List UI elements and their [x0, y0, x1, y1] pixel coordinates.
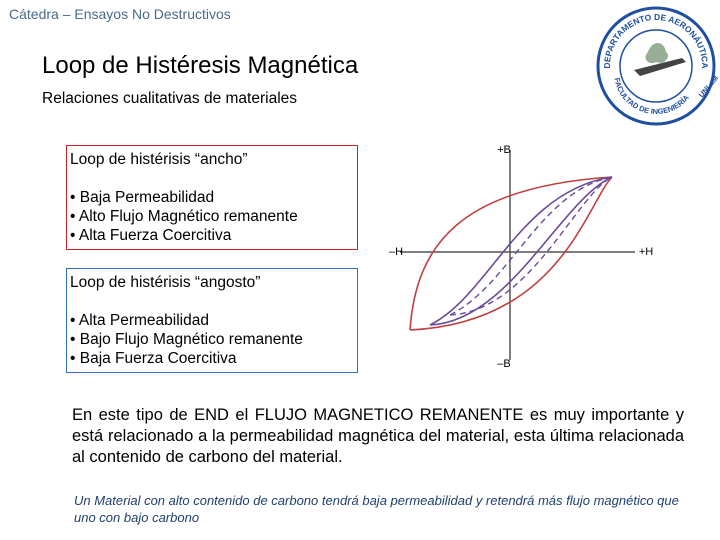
axis-label: –B: [497, 358, 510, 370]
logo-leaf: [645, 43, 669, 64]
box-item: • Alta Permeabilidad: [70, 312, 209, 329]
narrow-loop-dashed: [449, 176, 613, 316]
slide-title: Loop de Histéresis Magnética: [42, 52, 359, 79]
logo: DEPARTAMENTO DE AERONÁUTICA FACULTAD DE …: [596, 6, 720, 126]
wide-loop: [409, 176, 613, 331]
narrow-loop-dashed: [449, 176, 613, 316]
narrow-loop-box: Loop de histérisis “angosto” • Alta Perm…: [66, 268, 358, 373]
hysteresis-diagram: +B –B –H +H: [389, 144, 653, 370]
box-item: • Alta Fuerza Coercitiva: [70, 227, 232, 244]
box-title: Loop de histérisis “ancho”: [70, 151, 248, 168]
course-label: Cátedra – Ensayos No Destructivos: [9, 6, 231, 22]
axis-label: +B: [497, 144, 511, 156]
box-item: • Baja Permeabilidad: [70, 189, 215, 206]
body-note: Un Material con alto contenido de carbon…: [74, 493, 679, 525]
logo-plane: [634, 58, 686, 76]
box-item: • Alto Flujo Magnético remanente: [70, 208, 298, 225]
box-title: Loop de histérisis “angosto”: [70, 274, 261, 291]
narrow-loop: [429, 176, 613, 326]
slide-subtitle: Relaciones cualitativas de materiales: [42, 90, 298, 107]
wide-loop-box: Loop de histérisis “ancho” • Baja Permea…: [66, 145, 358, 250]
box-item: • Bajo Flujo Magnético remanente: [70, 331, 303, 348]
narrow-loop: [429, 176, 613, 326]
axis-label: –H: [389, 246, 403, 258]
box-item: • Baja Fuerza Coercitiva: [70, 350, 237, 367]
wide-loop: [409, 176, 613, 331]
axis-label: +H: [639, 246, 653, 258]
body-paragraph: En este tipo de END el FLUJO MAGNETICO R…: [72, 406, 684, 466]
